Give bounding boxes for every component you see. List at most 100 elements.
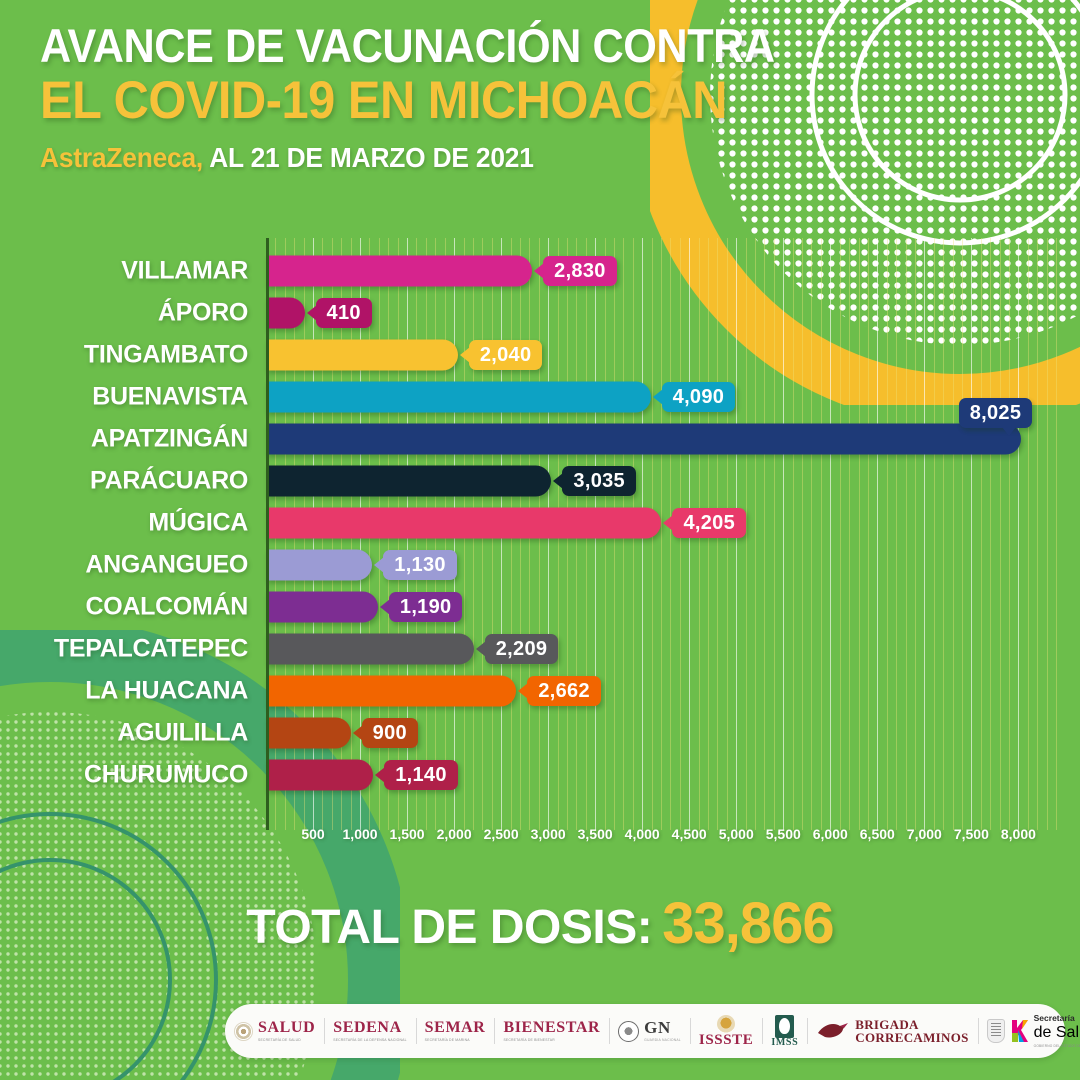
category-label: VILLAMAR [121,256,248,285]
category-label: ANGANGUEO [85,550,248,579]
gridline [914,238,916,830]
category-label: AGUILILLA [117,718,248,747]
gridline [773,238,775,830]
value-label: 4,205 [672,508,747,538]
footer-logo-name: IMSS [771,1036,799,1048]
chart-row: COALCOMÁN 1,190 [0,586,1080,628]
total-value: 33,866 [662,891,834,956]
title-line-2: EL COVID-19 EN MICHOACÁN [40,70,728,130]
gridline [830,238,832,830]
bar[interactable] [266,633,474,665]
bar[interactable] [266,465,552,497]
bar-chart: VILLAMAR 2,830 ÁPORO 410 TINGAMBATO 2,040 BUEN… [0,238,1080,838]
gridline [877,238,879,830]
bar[interactable] [266,339,458,371]
gridline [811,238,813,830]
subtitle-brand: AstraZeneca, [40,141,204,173]
chart-row: ÁPORO 410 [0,292,1080,334]
gridline [849,238,851,830]
value-label-text: 4,205 [683,512,736,534]
x-tick-label: 5,500 [765,826,801,842]
footer-logo-text: SALUD SECRETARÍA DE SALUD [258,1018,316,1042]
x-tick-label: 6,500 [859,826,895,842]
guardia-nacional-icon [618,1020,640,1042]
gridline [661,238,662,830]
x-tick-label: 7,500 [953,826,989,842]
gridline [924,238,926,830]
category-label: APATZINGÁN [90,424,248,453]
value-label: 3,035 [562,466,636,496]
subtitle: AstraZeneca, AL 21 DE MARZO DE 2021 [40,142,886,174]
value-label-text: 1,190 [399,596,452,618]
chart-row: BUENAVISTA 4,090 [0,376,1080,418]
value-label-text: 4,090 [672,386,725,408]
bar[interactable] [266,507,662,539]
footer-logo-text: BIENESTAR SECRETARÍA DE BIENESTAR [503,1019,600,1042]
gridline [792,238,794,830]
title-line-1: AVANCE DE VACUNACIÓN CONTRA [40,19,775,72]
x-tick-label: 2,500 [483,826,519,842]
bar[interactable] [266,675,517,707]
gridline [764,238,766,830]
x-tick-label: 4,500 [671,826,707,842]
x-tick-label: 5,000 [718,826,754,842]
value-label-text: 410 [326,302,361,324]
value-label: 2,209 [484,634,559,664]
x-tick-label: 2,000 [436,826,472,842]
footer-logo: BIENESTAR SECRETARÍA DE BIENESTAR [494,1011,609,1051]
bar[interactable] [266,423,1021,455]
gridline [1008,238,1010,830]
footer-logo-text: IMSS [771,1014,799,1048]
value-label: 8,025 [958,398,1033,436]
x-tick-label: 3,000 [530,826,566,842]
bar[interactable] [266,549,373,581]
bar[interactable] [266,255,533,287]
gridline [802,238,804,830]
footer-logo-subtitle: SECRETARÍA DE SALUD [258,1037,301,1042]
bar[interactable] [266,591,378,623]
gridline [971,238,973,830]
bar[interactable] [266,759,374,791]
bar[interactable] [266,381,651,413]
total-label: TOTAL DE DOSIS: [246,901,653,954]
gridline [961,238,963,830]
gridline [1037,238,1039,830]
chart-row: AGUILILLA 900 [0,712,1080,754]
footer-logo-text: BRIGADA CORRECAMINOS [855,1018,968,1045]
bar[interactable] [266,717,351,749]
value-label: 410 [315,298,372,328]
chart-row: MÚGICA 4,205 [0,502,1080,544]
chart-axis-line [266,238,269,830]
footer-logo-text: GN GUARDIA NACIONAL [644,1019,681,1042]
chart-row: ANGANGUEO 1,130 [0,544,1080,586]
category-label: CHURUMUCO [84,760,248,789]
bar[interactable] [266,297,305,329]
gridline [755,238,757,830]
footer-logo: SALUD SECRETARÍA DE SALUD [225,1011,324,1051]
value-label-text: 2,040 [479,344,532,366]
gridline [933,238,935,830]
chart-row: PARÁCUARO 3,035 [0,460,1080,502]
footer-logo-name: BRIGADA [855,1016,919,1032]
category-label: LA HUACANA [85,676,248,705]
x-tick-label: 500 [301,826,325,842]
chart-row: VILLAMAR 2,830 [0,250,1080,292]
x-tick-label: 4,000 [624,826,660,842]
value-label-text: 1,130 [394,554,446,576]
category-label: TINGAMBATO [83,340,248,369]
value-label: 1,130 [383,550,457,580]
footer-logo-subtitle: GUARDIA NACIONAL [644,1038,681,1043]
value-label-text: 1,140 [395,764,447,786]
chart-row: CHURUMUCO 1,140 [0,754,1080,796]
footer-logo: SEMAR SECRETARÍA DE MARINA [415,1011,495,1051]
chart-row: TINGAMBATO 2,040 [0,334,1080,376]
footer-logo: GN GUARDIA NACIONAL [609,1011,690,1051]
x-axis-ticks: 500 1,000 1,500 2,000 2,500 3,000 3,500 4,000 4,… [266,826,1056,856]
footer-logo-name: SALUD [258,1018,316,1036]
header: AVANCE DE VACUNACIÓN CONTRA EL COVID-19 … [40,22,940,174]
imss-icon [775,1014,795,1038]
category-label: COALCOMÁN [85,592,248,621]
value-label: 1,140 [384,760,458,790]
